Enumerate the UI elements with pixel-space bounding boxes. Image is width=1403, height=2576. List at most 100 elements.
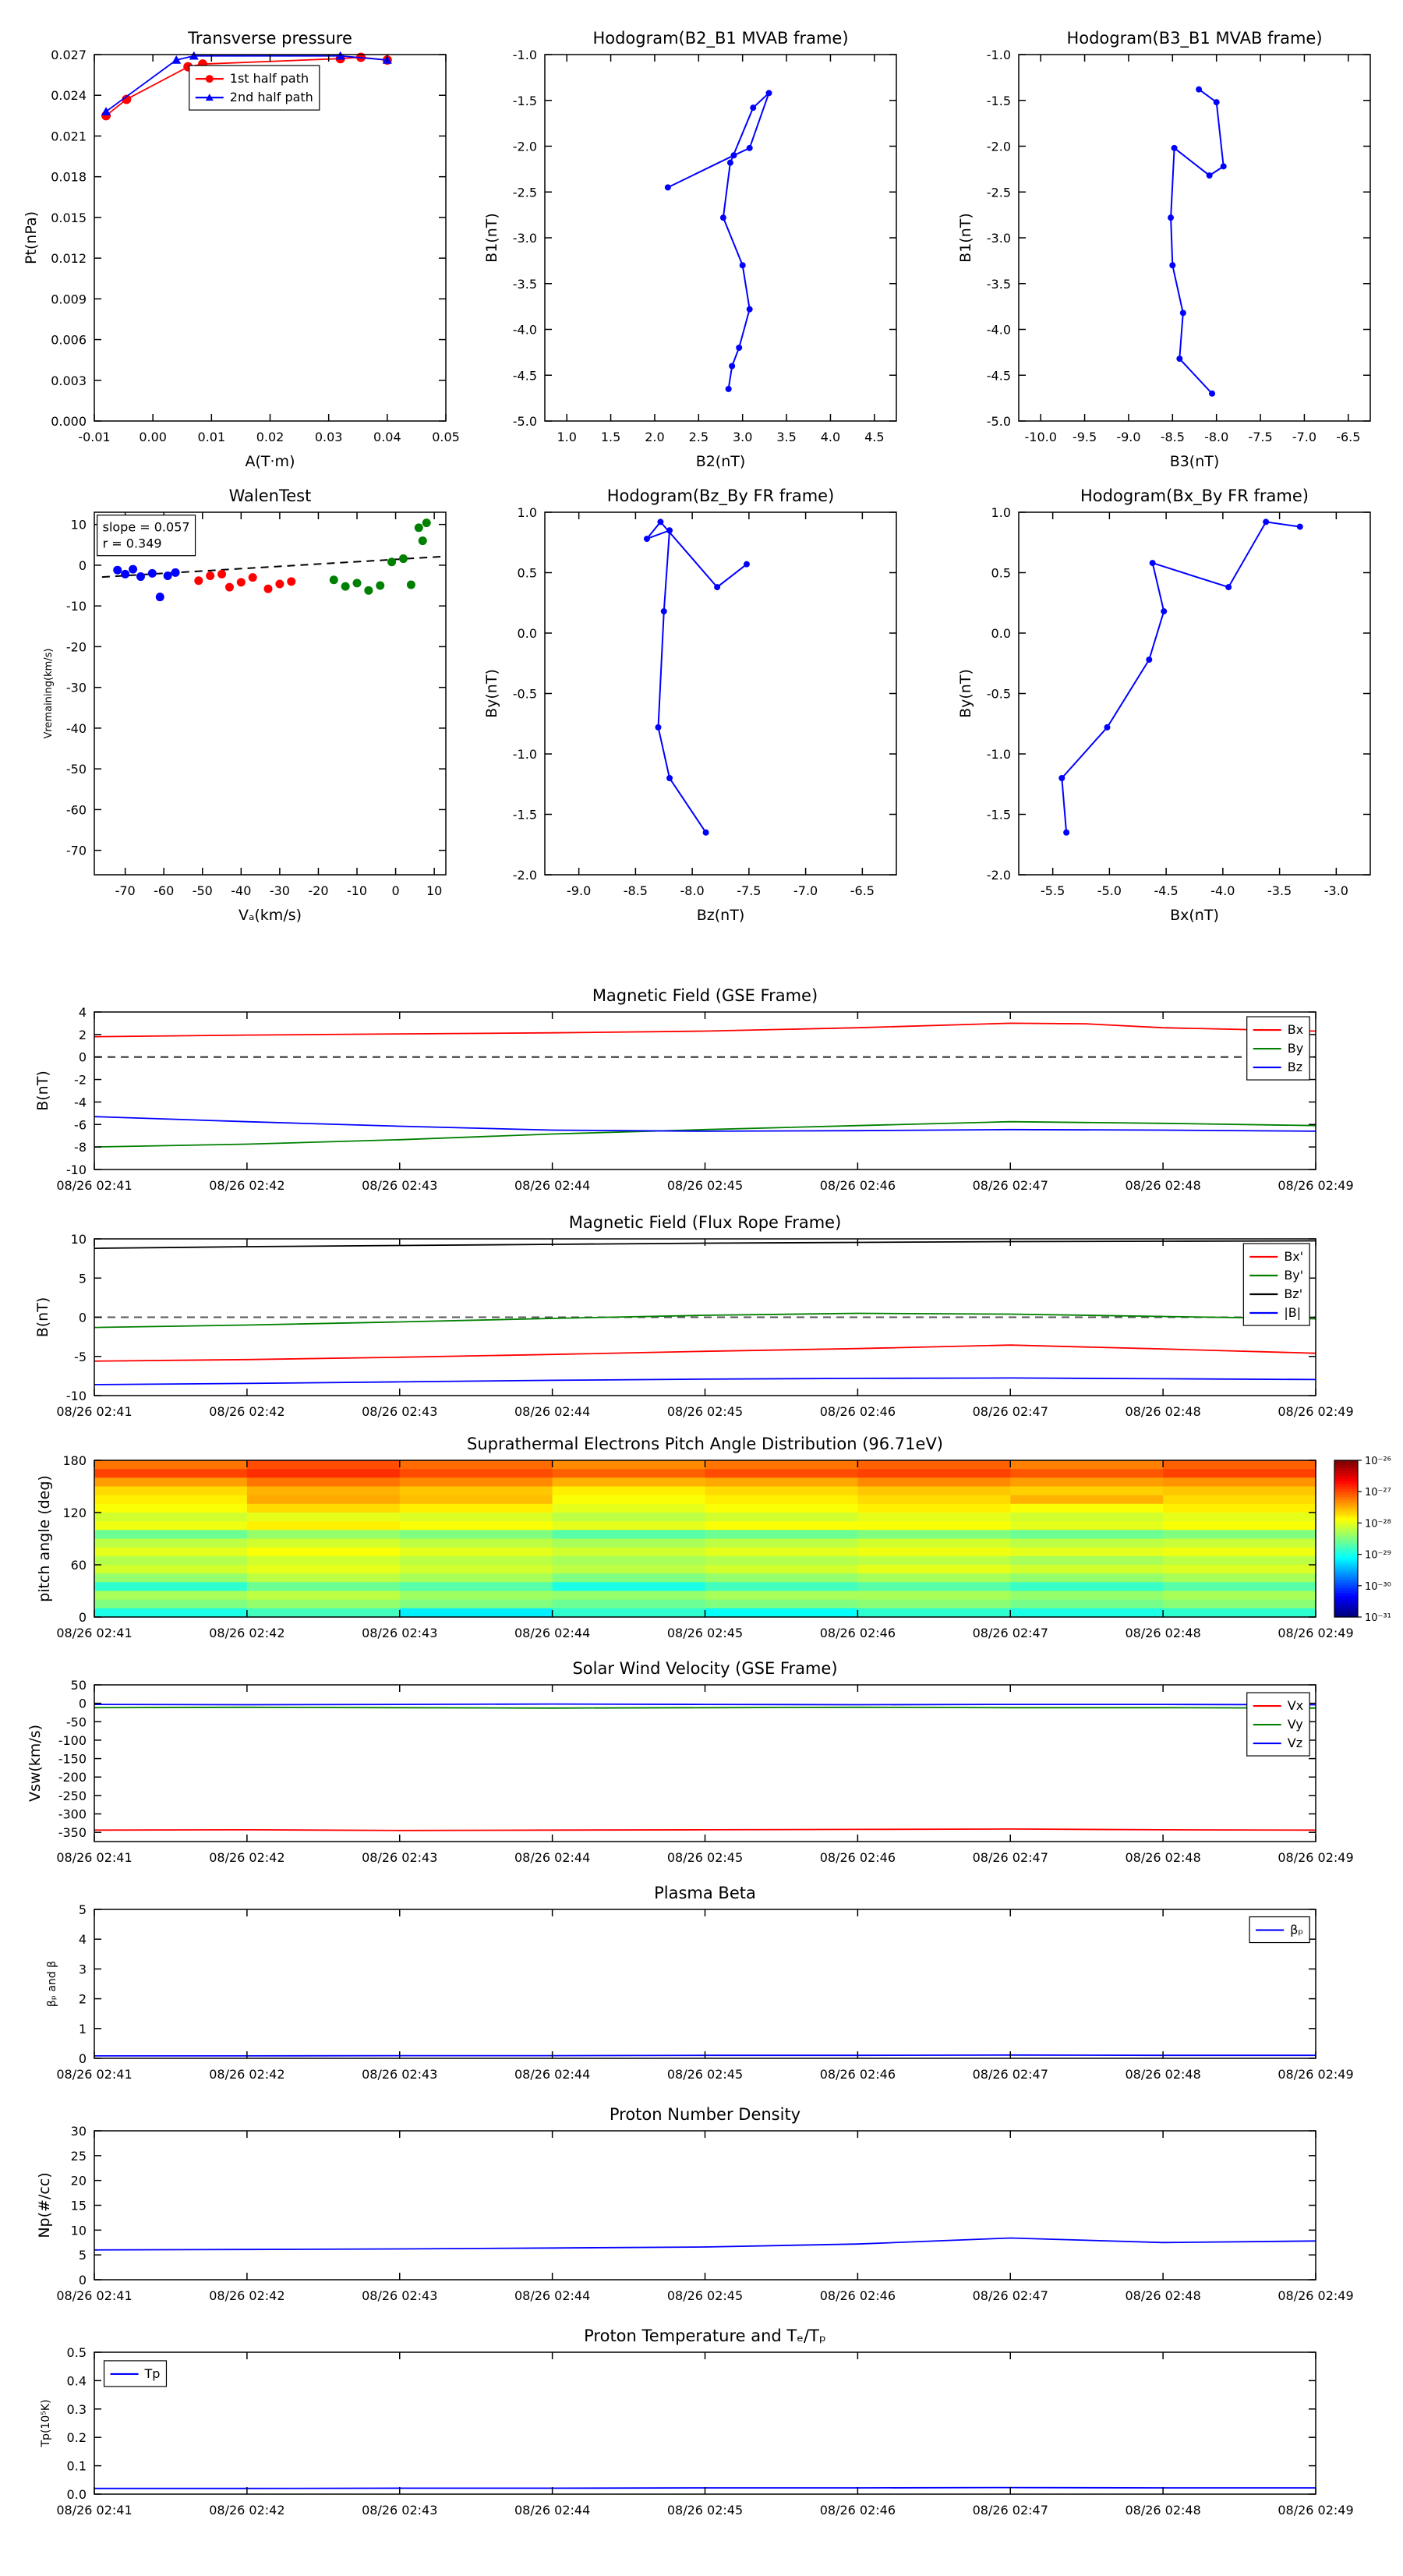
dot-marker [1179,310,1186,317]
dot-marker [1176,356,1183,363]
x-tick-label: 08/26 02:41 [56,2288,132,2303]
y-axis-label: B1(nT) [957,213,974,263]
y-tick-label: 0.5 [67,2345,87,2360]
series-hodogram-path [664,90,772,392]
y-tick-label: -10 [66,1389,87,1403]
y-tick-label: 0.2 [67,2430,87,2445]
dot-marker [719,214,726,221]
x-tick-label: -5.0 [1097,883,1122,898]
annotation-line: r = 0.349 [103,536,162,551]
y-tick-label: -4.0 [987,323,1011,338]
y-tick-label: 120 [62,1506,87,1520]
dot-marker [746,306,753,313]
x-tick-label: 0.03 [315,430,343,444]
triangle-marker [335,51,345,60]
legend-label: Bz' [1284,1286,1302,1301]
x-tick-label: 08/26 02:47 [973,2503,1048,2518]
dot-marker [739,262,746,269]
y-axis-label: Np(#/cc) [36,2172,53,2238]
dot-marker [194,576,203,586]
legend: Tp [103,2360,168,2387]
series-np [94,2237,1316,2251]
y-tick-label: -2 [74,1073,87,1088]
y-tick-label: 4 [79,1932,87,1947]
dot-marker [726,159,733,166]
panel-title: Magnetic Field (Flux Rope Frame) [569,1213,842,1232]
x-axis-label: Bz(nT) [697,907,744,924]
y-tick-label: -6 [74,1117,87,1132]
dot-marker [376,581,385,590]
x-tick-label: 08/26 02:49 [1278,1626,1353,1640]
y-tick-label: -350 [58,1825,87,1840]
colorbar: 10⁻²⁶ 10⁻²⁷ 10⁻²⁸ 10⁻²⁹ 10⁻³⁰ 10⁻³¹ [1334,1456,1391,1624]
panel-vsw-gse: 08/26 02:41 08/26 02:42 08/26 02:43 08/26 0… [27,1659,1354,1865]
dot-marker [729,363,736,370]
x-tick-label: 08/26 02:45 [667,1404,743,1419]
x-tick-label: -8.5 [624,883,648,898]
dot-marker [1104,724,1111,731]
legend-label: Vy [1288,1717,1303,1732]
x-axis-label: A(T·m) [246,453,295,470]
triangle-marker [101,107,111,115]
x-tick-label: 08/26 02:48 [1125,1178,1200,1193]
y-tick-label: 0.006 [51,333,87,348]
x-tick-label: 08/26 02:46 [820,1626,896,1640]
x-tick-label: -3.0 [1324,883,1348,898]
dot-marker [414,523,423,533]
x-tick-label: 08/26 02:49 [1278,1178,1353,1193]
circle-marker [122,94,132,104]
legend-label: Tp [144,2366,161,2381]
y-axis-label: B1(nT) [483,213,500,263]
x-tick-label: 08/26 02:45 [667,2288,743,2303]
x-tick-label: 08/26 02:42 [209,2288,284,2303]
dot-marker [287,577,296,586]
x-tick-label: 08/26 02:45 [667,1178,743,1193]
y-tick-label: 0 [79,1697,87,1711]
y-axis-label: By(nT) [483,669,500,718]
x-tick-label: 4.5 [864,430,884,444]
x-tick-label: -9.0 [1116,430,1140,444]
panel-title: Hodogram(B2_B1 MVAB frame) [592,29,848,48]
y-tick-label: 0 [79,2051,87,2066]
x-tick-label: 2.0 [645,430,664,444]
y-axis-label: B(nT) [34,1070,51,1111]
legend-label: By [1288,1041,1303,1056]
x-tick-label: 08/26 02:47 [973,2067,1048,2082]
colorbar-tick-label: 10⁻²⁶ [1365,1456,1391,1467]
y-axis-label: Pt(nPa) [23,211,40,264]
circle-marker [205,75,214,83]
y-tick-label: -2.0 [513,140,537,154]
axes-frame [94,511,447,876]
dot-marker [121,569,130,579]
series-bx-prime [94,1344,1316,1362]
panel-title: Hodogram(B3_B1 MVAB frame) [1066,29,1322,48]
legend: 1st half path 2nd half path [189,65,320,111]
dot-marker [643,536,650,543]
x-tick-label: 08/26 02:43 [362,1626,437,1640]
x-tick-label: 08/26 02:41 [56,2067,132,2082]
heatmap-cells [94,1460,1316,1618]
x-tick-label: 08/26 02:48 [1125,2288,1200,2303]
dot-marker [1263,518,1270,525]
x-tick-label: 08/26 02:41 [56,1850,132,1865]
y-tick-label: -1.0 [513,747,537,762]
y-tick-label: -1.5 [513,808,537,823]
y-tick-label: -100 [58,1733,87,1748]
x-tick-label: 08/26 02:46 [820,2288,896,2303]
dot-marker [171,568,180,577]
x-tick-label: -6.5 [1336,430,1360,444]
y-tick-label: -50 [66,762,87,777]
x-tick-label: 4.0 [821,430,840,444]
x-axis-label: Vₐ(km/s) [239,907,302,924]
dot-marker [329,575,338,585]
series-vx [94,1828,1316,1831]
y-tick-label: 0.018 [51,170,87,185]
x-axis-label: B2(nT) [696,453,746,470]
y-tick-label: 4 [79,1005,87,1020]
dot-marker [750,104,757,111]
dot-marker [743,561,750,568]
dot-marker [1169,262,1176,269]
x-tick-label: -7.0 [793,883,818,898]
series-hodogram-path [1168,86,1227,397]
x-tick-label: -70 [115,883,136,898]
